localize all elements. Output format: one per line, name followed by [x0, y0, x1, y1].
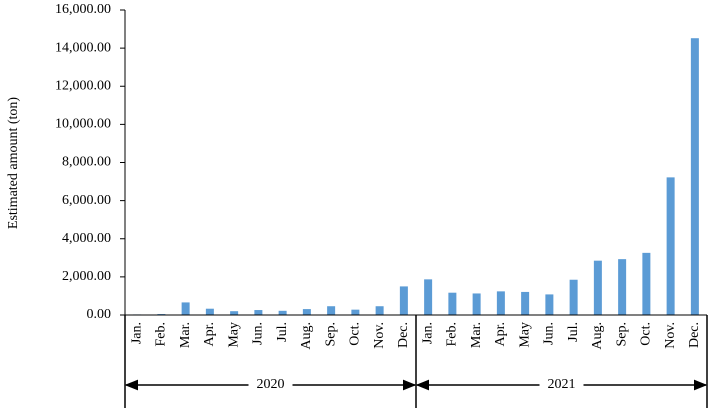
bar — [496, 291, 505, 315]
bar — [545, 294, 554, 315]
x-tick-label: Mar. — [178, 322, 193, 348]
y-tick-label: 14,000.00 — [55, 40, 111, 55]
x-tick-label: Mar. — [469, 322, 484, 348]
x-tick-label: Nov. — [663, 322, 678, 349]
x-tick-label: Oct. — [348, 322, 363, 346]
group-label: 2020 — [257, 377, 285, 392]
bar — [642, 252, 651, 315]
x-tick-label: Oct. — [639, 322, 654, 346]
x-tick-label: Aug. — [590, 322, 605, 350]
x-tick-label: Jun. — [542, 322, 557, 345]
bar — [375, 306, 384, 315]
x-tick-label: Feb. — [154, 322, 169, 347]
bar — [618, 259, 627, 315]
bar — [472, 293, 481, 315]
x-tick-label: May — [517, 322, 532, 348]
bar — [448, 292, 457, 315]
y-tick-label: 2,000.00 — [62, 269, 111, 284]
y-tick-label: 0.00 — [87, 307, 112, 322]
y-tick-label: 12,000.00 — [55, 78, 111, 93]
x-tick-label: Sep. — [323, 322, 338, 347]
y-tick-label: 16,000.00 — [55, 2, 111, 17]
bar — [230, 311, 239, 315]
bar — [424, 279, 433, 315]
bar — [690, 38, 699, 316]
x-tick-label: Apr. — [202, 322, 217, 347]
bar — [593, 260, 602, 315]
y-axis-title: Estimated amount (ton) — [6, 97, 21, 230]
x-tick-label: Nov. — [372, 322, 387, 349]
bar — [327, 306, 336, 315]
bar — [254, 310, 263, 315]
x-tick-label: Feb. — [445, 322, 460, 347]
x-tick-label: Aug. — [299, 322, 314, 350]
x-tick-label: May — [226, 322, 241, 348]
bar — [399, 286, 408, 315]
bar — [569, 279, 578, 315]
group-label-bg — [248, 376, 293, 394]
x-tick-label: Jan. — [129, 322, 144, 344]
y-tick-label: 4,000.00 — [62, 231, 111, 246]
group-label: 2021 — [548, 377, 576, 392]
bar — [351, 309, 360, 315]
bar — [205, 308, 214, 315]
y-tick-label: 8,000.00 — [62, 155, 111, 170]
x-tick-label: Sep. — [614, 322, 629, 347]
x-tick-label: Jul. — [275, 322, 290, 342]
bar — [181, 302, 190, 315]
x-tick-label: Jan. — [420, 322, 435, 344]
x-tick-label: Dec. — [396, 322, 411, 348]
bar — [278, 310, 287, 315]
group-label-bg — [539, 376, 584, 394]
x-tick-label: Jun. — [251, 322, 266, 345]
y-tick-label: 10,000.00 — [55, 117, 111, 132]
bar — [302, 309, 311, 315]
y-tick-label: 6,000.00 — [62, 193, 111, 208]
x-tick-label: Jul. — [566, 322, 581, 342]
bar — [521, 291, 530, 315]
bar — [666, 177, 675, 315]
x-tick-label: Apr. — [493, 322, 508, 347]
x-tick-label: Dec. — [687, 322, 702, 348]
